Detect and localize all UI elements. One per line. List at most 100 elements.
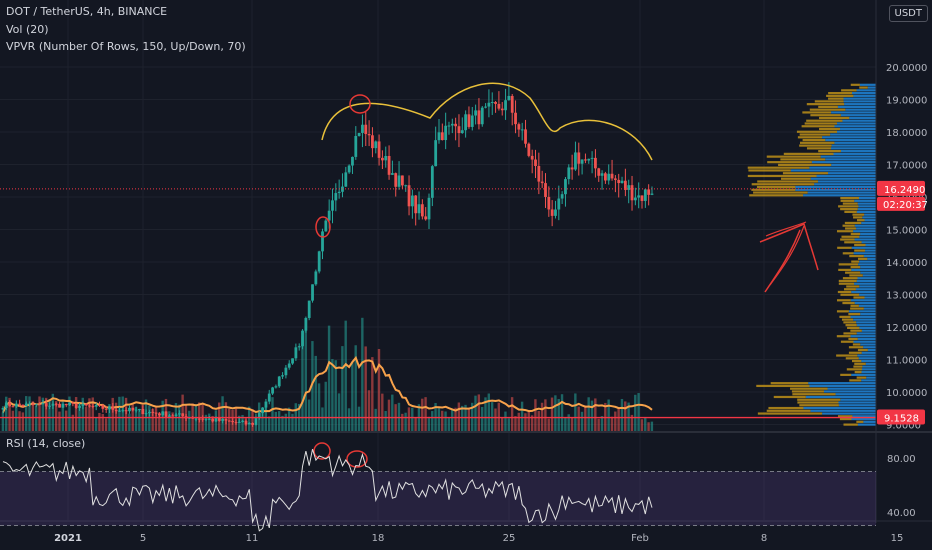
vp-down-bar xyxy=(850,304,859,307)
vp-down-bar xyxy=(850,329,862,332)
candle-body xyxy=(391,173,394,175)
vp-up-bar xyxy=(808,382,876,385)
vp-down-bar xyxy=(809,108,846,111)
vp-up-bar xyxy=(862,216,876,219)
vp-down-bar xyxy=(756,185,796,189)
vp-up-bar xyxy=(861,368,876,371)
vp-down-bar xyxy=(802,138,826,142)
candle-body xyxy=(121,410,125,412)
candle-body xyxy=(447,125,451,127)
candle-body xyxy=(327,210,331,221)
volume-bar xyxy=(374,408,377,431)
candle-body xyxy=(51,403,55,406)
candle-body xyxy=(467,114,471,127)
vp-down-bar xyxy=(853,365,863,368)
vp-up-bar xyxy=(805,395,876,399)
candle-body xyxy=(464,114,468,131)
vp-up-bar xyxy=(861,379,876,382)
volume-bar xyxy=(304,328,307,431)
candle-body xyxy=(101,405,105,409)
candle-body xyxy=(640,195,644,201)
candle-body xyxy=(154,412,158,414)
volume-bar xyxy=(524,413,527,431)
rsi-legend[interactable]: RSI (14, close) xyxy=(6,437,86,450)
candle-body xyxy=(58,403,61,408)
vp-down-bar xyxy=(854,371,862,374)
volume-legend[interactable]: Vol (20) xyxy=(6,23,49,36)
candle-body xyxy=(61,403,65,408)
vp-down-bar xyxy=(747,174,817,178)
volume-bar xyxy=(24,396,28,431)
volume-bar xyxy=(271,397,274,431)
volume-bar xyxy=(284,413,287,431)
vp-up-bar xyxy=(867,86,876,89)
vp-up-bar xyxy=(837,105,876,109)
candle-body xyxy=(510,95,514,113)
vp-up-bar xyxy=(843,100,876,103)
vp-down-bar xyxy=(782,172,829,175)
vp-down-bar xyxy=(747,166,810,169)
candle-body xyxy=(277,376,281,387)
symbol-legend[interactable]: DOT / TetherUS, 4h, BINANCE xyxy=(6,5,168,18)
volume-bar xyxy=(181,394,184,431)
candle-body xyxy=(311,284,314,301)
vp-down-bar xyxy=(848,313,861,316)
currency-button[interactable]: USDT xyxy=(888,5,928,22)
candle-body xyxy=(164,411,168,417)
vp-up-bar xyxy=(860,313,876,316)
candles xyxy=(1,82,654,427)
vp-up-bar xyxy=(862,365,876,368)
volume-bar xyxy=(148,405,151,431)
vp-up-bar xyxy=(863,254,876,258)
candle-body xyxy=(410,195,414,207)
vp-down-bar xyxy=(767,161,812,164)
candle-body xyxy=(244,420,248,425)
candle-body xyxy=(64,403,68,406)
candle-body xyxy=(604,173,607,181)
candle-body xyxy=(394,173,398,187)
vp-up-bar xyxy=(831,111,876,114)
vp-up-bar xyxy=(861,351,876,354)
vp-up-bar xyxy=(851,246,876,249)
vp-up-bar xyxy=(857,337,876,341)
vp-up-bar xyxy=(858,205,876,208)
volume-bar xyxy=(381,393,384,431)
volume-bar xyxy=(530,415,534,431)
vp-up-bar xyxy=(862,274,876,277)
vp-down-bar xyxy=(797,398,841,401)
volume-bar xyxy=(451,409,454,431)
candle-body xyxy=(547,196,551,210)
candle-body xyxy=(497,103,501,109)
candle-body xyxy=(440,132,444,141)
volume-bar xyxy=(477,394,481,431)
candle-body xyxy=(24,403,28,406)
vp-up-bar xyxy=(856,332,876,335)
volume-bar xyxy=(504,411,507,431)
candle-body xyxy=(234,422,238,424)
volume-bar xyxy=(401,413,404,431)
candle-body xyxy=(304,317,308,331)
candle-body xyxy=(94,405,98,407)
vp-down-bar xyxy=(854,249,866,252)
candle-body xyxy=(500,108,504,111)
volume-bar xyxy=(334,360,337,431)
vp-up-bar xyxy=(860,343,876,346)
candle-body xyxy=(307,300,311,318)
vp-down-bar xyxy=(842,301,855,305)
vp-down-bar xyxy=(845,271,861,274)
candle-body xyxy=(517,124,521,130)
vp-up-bar xyxy=(857,423,876,426)
volume-bar xyxy=(38,396,41,431)
vp-down-bar xyxy=(797,136,823,139)
annotation-circle xyxy=(346,450,368,468)
volume-bar xyxy=(500,417,504,431)
vpvr-legend[interactable]: VPVR (Number Of Rows, 150, Up/Down, 70) xyxy=(6,40,246,53)
candle-body xyxy=(377,141,381,158)
vp-down-bar xyxy=(841,318,854,321)
candle-body xyxy=(424,216,428,220)
volume-bar xyxy=(21,412,25,431)
volume-bar xyxy=(98,412,101,431)
candle-body xyxy=(613,178,617,180)
vp-down-bar xyxy=(773,395,806,399)
